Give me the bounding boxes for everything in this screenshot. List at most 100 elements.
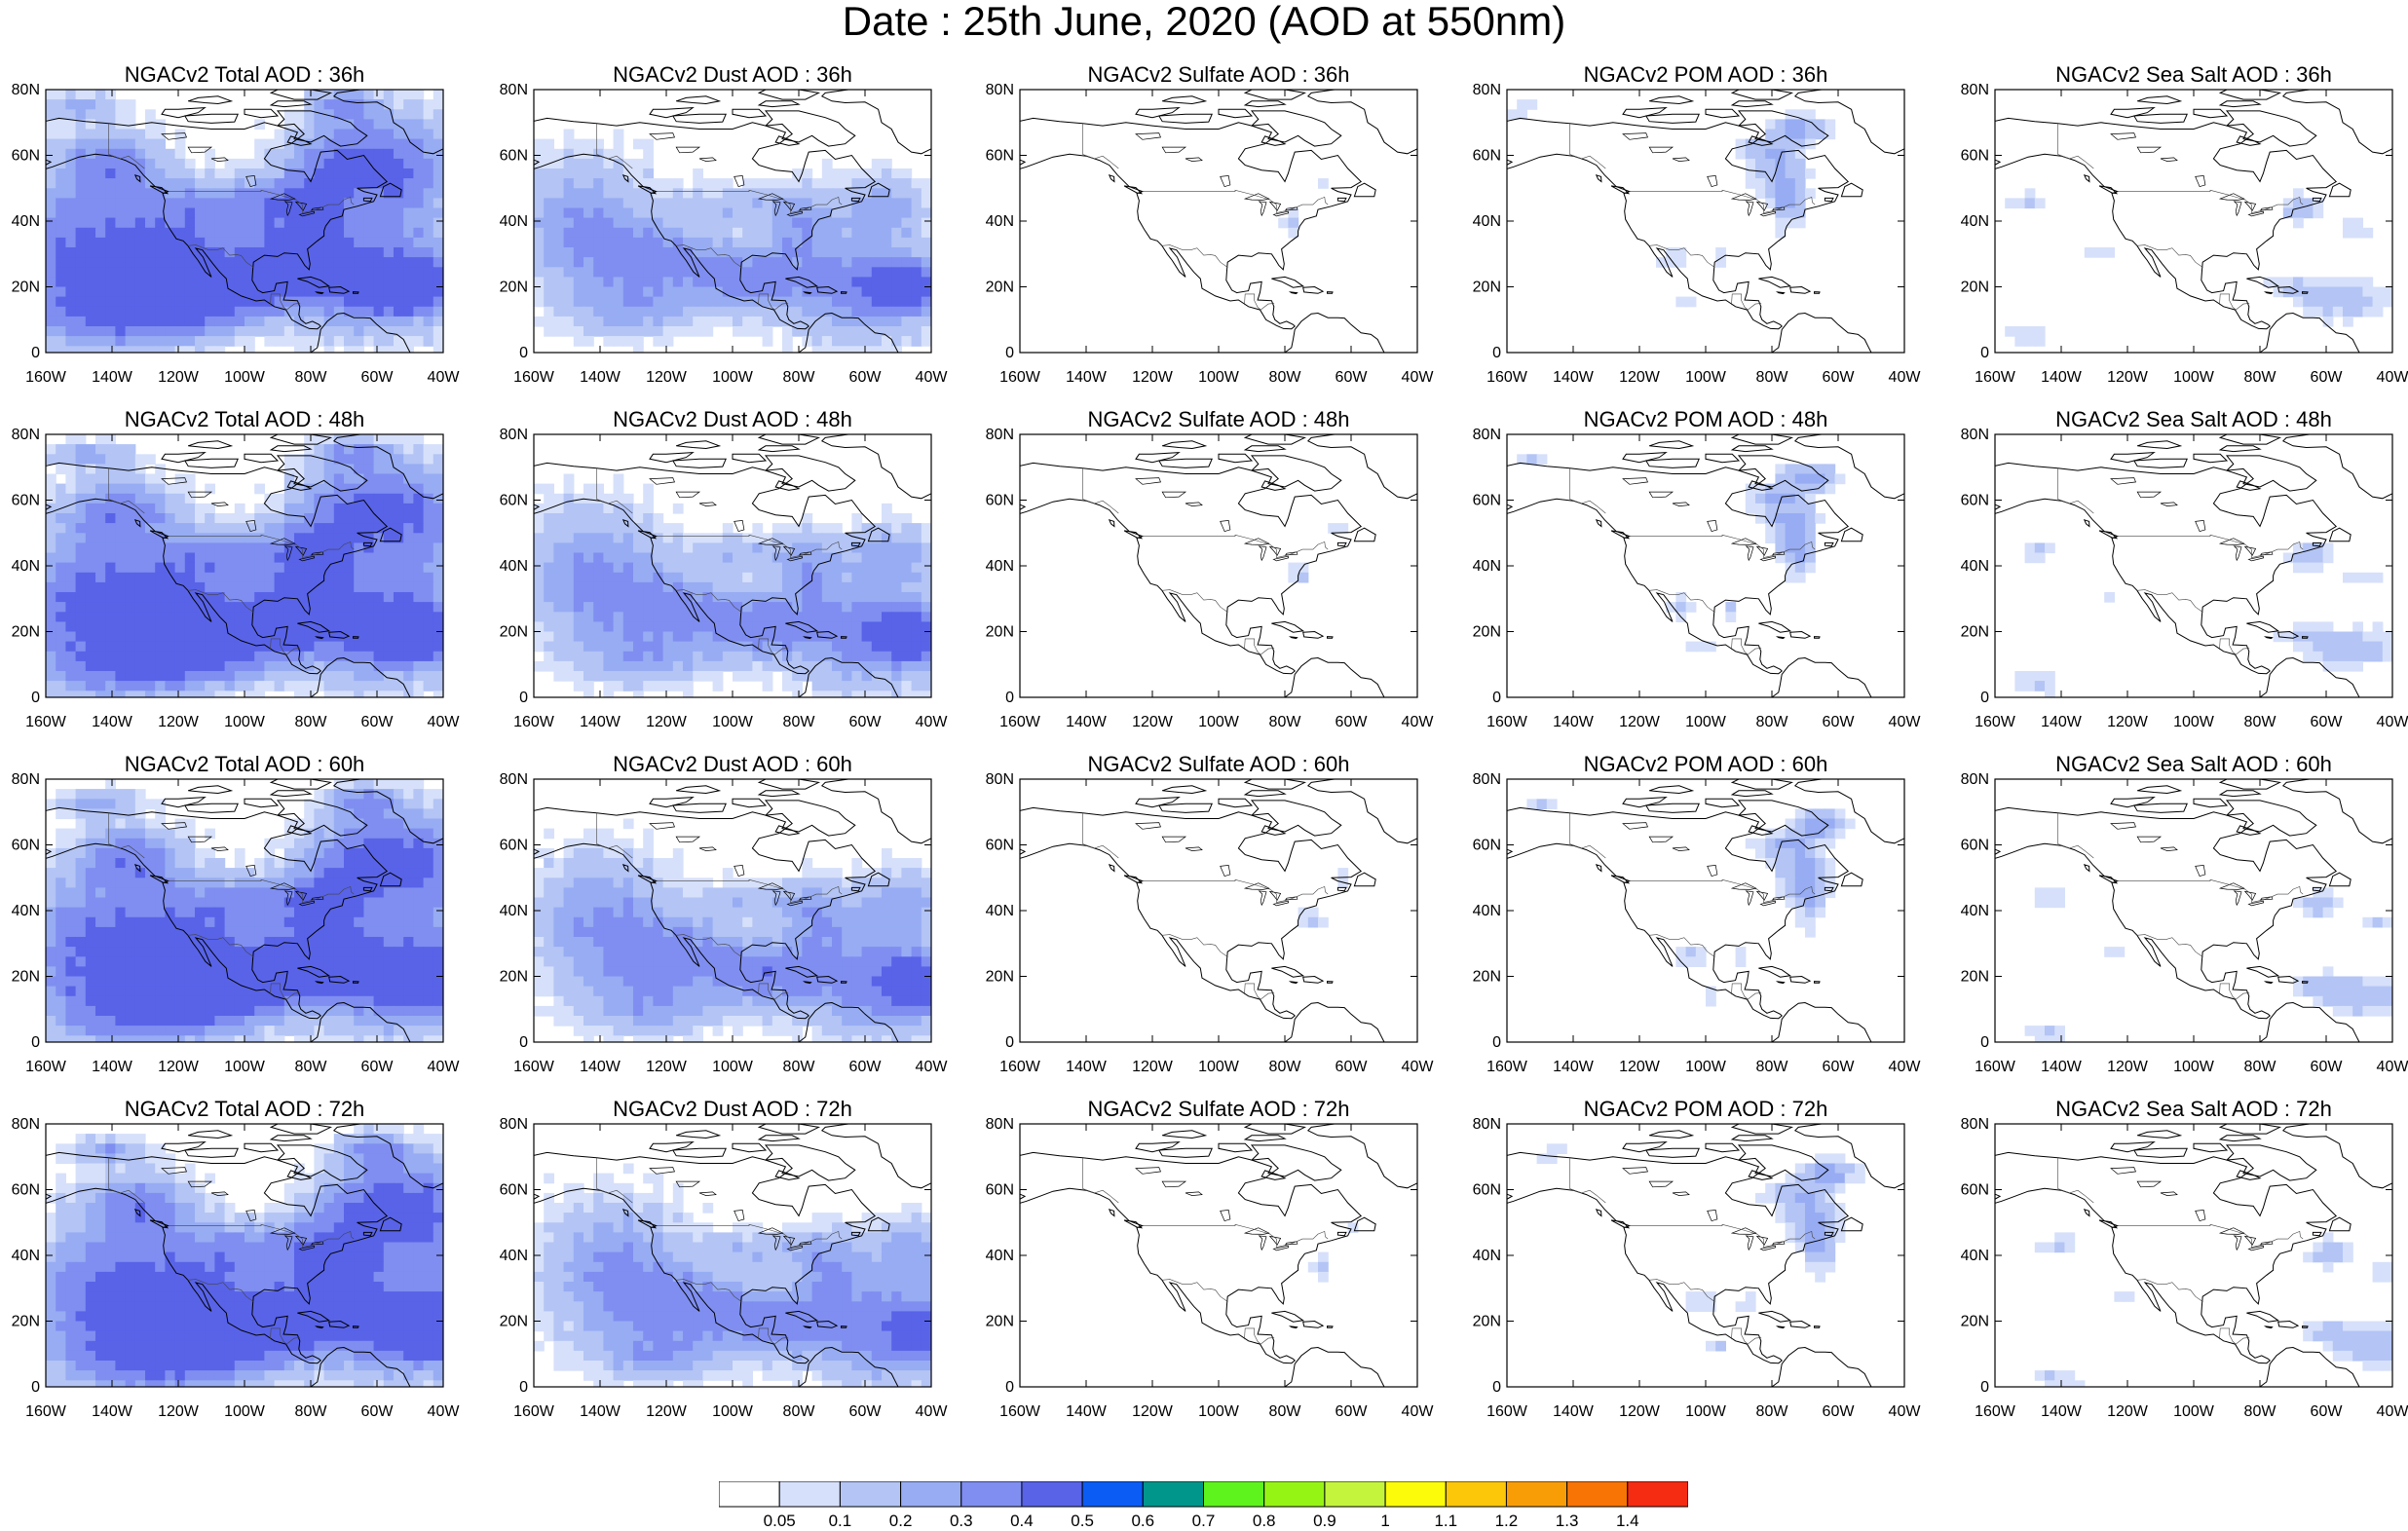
lon-tick-label: 160W xyxy=(1975,1403,2016,1420)
panel-title: NGACv2 Total AOD : 48h xyxy=(124,407,365,431)
coastlines xyxy=(534,434,931,697)
map-frame: 80N 60N 40N 20N 0 160W 140W 120W 100W 80W 60W 40W xyxy=(500,771,949,1075)
panel-title: NGACv2 Sea Salt AOD : 36h xyxy=(2055,62,2332,87)
map-frame: 80N 60N 40N 20N 0 160W 140W 120W 100W 80W 60W 40W xyxy=(12,1116,461,1420)
lat-tick-label: 0 xyxy=(1492,1034,1501,1051)
aod-field xyxy=(1020,779,1417,1042)
coastlines xyxy=(534,779,931,1042)
lon-tick-label: 100W xyxy=(2173,1059,2215,1075)
lat-tick-label: 60N xyxy=(1473,148,1501,165)
lat-tick-label: 60N xyxy=(500,838,528,854)
coastlines xyxy=(1995,779,2392,1042)
map-frame: 80N 60N 40N 20N 0 160W 140W 120W 100W 80W 60W 40W xyxy=(986,771,1435,1075)
lat-tick-label: 0 xyxy=(31,1379,40,1396)
lon-tick-label: 60W xyxy=(849,1059,883,1075)
coastlines xyxy=(534,90,931,353)
lat-tick-label: 20N xyxy=(1961,969,1989,986)
lat-tick-label: 40N xyxy=(1961,1248,1989,1264)
lon-tick-label: 140W xyxy=(2041,1059,2083,1075)
lon-tick-label: 160W xyxy=(513,1059,555,1075)
lat-tick-label: 60N xyxy=(500,493,528,509)
lon-tick-label: 120W xyxy=(2107,714,2149,730)
coastlines xyxy=(1020,779,1417,1042)
lat-tick-label: 40N xyxy=(986,558,1014,575)
lon-tick-label: 40W xyxy=(1889,714,1922,730)
lat-tick-label: 60N xyxy=(1961,1182,1989,1199)
coastlines xyxy=(1995,434,2392,697)
colorbar-swatch xyxy=(839,1481,902,1508)
aod-field xyxy=(46,90,443,353)
lat-tick-label: 40N xyxy=(500,558,528,575)
coastlines xyxy=(46,1124,443,1387)
lon-tick-label: 80W xyxy=(1756,1403,1789,1420)
lat-tick-label: 20N xyxy=(12,624,40,641)
lon-tick-label: 60W xyxy=(361,714,395,730)
lon-tick-label: 40W xyxy=(1889,369,1922,386)
aod-field xyxy=(1507,779,1904,1042)
lat-tick-label: 80N xyxy=(12,82,40,98)
lon-tick-label: 140W xyxy=(1553,369,1595,386)
map-panel: NGACv2 Sulfate AOD : 72h 80N 60N 40N 20N 0 160… xyxy=(981,1095,1456,1420)
lon-tick-label: 140W xyxy=(2041,714,2083,730)
lat-tick-label: 40N xyxy=(986,903,1014,919)
lon-tick-label: 60W xyxy=(361,369,395,386)
lon-tick-label: 100W xyxy=(224,1403,266,1420)
colorbar: 0.05 0.1 0.2 0.3 0.4 0.5 0.6 0.7 0.8 0.9 1 1.1 1.2 1.… xyxy=(719,1481,1688,1530)
lon-tick-label: 80W xyxy=(295,714,328,730)
lon-tick-label: 60W xyxy=(361,1059,395,1075)
lon-tick-label: 80W xyxy=(783,714,816,730)
aod-field xyxy=(46,779,443,1042)
colorbar-swatch xyxy=(1081,1481,1144,1508)
lon-tick-label: 60W xyxy=(2311,1403,2344,1420)
lon-tick-label: 140W xyxy=(580,1403,621,1420)
coastlines xyxy=(1020,90,1417,353)
lat-tick-label: 60N xyxy=(1961,148,1989,165)
lat-tick-label: 60N xyxy=(1473,493,1501,509)
lon-tick-label: 120W xyxy=(646,1403,688,1420)
lon-tick-label: 140W xyxy=(1553,1059,1595,1075)
lat-tick-label: 40N xyxy=(1961,903,1989,919)
lon-tick-label: 100W xyxy=(224,1059,266,1075)
lon-tick-label: 160W xyxy=(1486,369,1528,386)
lon-tick-label: 60W xyxy=(849,1403,883,1420)
lon-tick-label: 80W xyxy=(1269,1403,1302,1420)
map-frame: 80N 60N 40N 20N 0 160W 140W 120W 100W 80W 60W 40W xyxy=(1473,82,1922,386)
map-frame: 80N 60N 40N 20N 0 160W 140W 120W 100W 80W 60W 40W xyxy=(1473,771,1922,1075)
lon-tick-label: 120W xyxy=(1132,369,1174,386)
lat-tick-label: 80N xyxy=(1961,771,1989,788)
lon-tick-label: 160W xyxy=(1486,1403,1528,1420)
panel-title: NGACv2 POM AOD : 48h xyxy=(1583,407,1828,431)
lon-tick-label: 140W xyxy=(1553,714,1595,730)
map-panel: NGACv2 POM AOD : 60h 80N 60N 40N 20N 0 160W 140… xyxy=(1468,750,1943,1075)
colorbar-swatch xyxy=(960,1481,1023,1508)
colorbar-swatch xyxy=(1021,1481,1083,1508)
map-frame: 80N 60N 40N 20N 0 160W 140W 120W 100W 80W 60W 40W xyxy=(1473,1116,1922,1420)
lat-tick-label: 60N xyxy=(12,493,40,509)
coastlines xyxy=(1020,434,1417,697)
lon-tick-label: 160W xyxy=(25,369,67,386)
lat-tick-label: 0 xyxy=(1980,690,1989,706)
lat-tick-label: 60N xyxy=(986,148,1014,165)
lon-tick-label: 60W xyxy=(1336,1403,1369,1420)
lon-tick-label: 100W xyxy=(712,714,754,730)
colorbar-label: 0.05 xyxy=(764,1512,796,1530)
aod-field xyxy=(1507,434,1904,697)
lat-tick-label: 80N xyxy=(986,427,1014,443)
lat-tick-label: 40N xyxy=(986,213,1014,230)
lat-tick-label: 20N xyxy=(986,1314,1014,1330)
colorbar-label: 1.4 xyxy=(1616,1512,1639,1530)
lon-tick-label: 120W xyxy=(2107,1059,2149,1075)
lon-tick-label: 40W xyxy=(916,714,949,730)
map-panel: NGACv2 Sea Salt AOD : 48h 80N 60N 40N 20N 0 16… xyxy=(1956,405,2408,730)
lon-tick-label: 40W xyxy=(428,1403,461,1420)
lat-tick-label: 20N xyxy=(1961,624,1989,641)
lon-tick-label: 60W xyxy=(1336,369,1369,386)
lat-tick-label: 40N xyxy=(500,213,528,230)
lat-tick-label: 40N xyxy=(12,213,40,230)
figure-title: Date : 25th June, 2020 (AOD at 550nm) xyxy=(842,0,1566,44)
aod-field xyxy=(46,1124,443,1387)
colorbar-label: 0.9 xyxy=(1313,1512,1336,1530)
lon-tick-label: 100W xyxy=(2173,369,2215,386)
colorbar-label: 0.1 xyxy=(829,1512,852,1530)
panel-title: NGACv2 POM AOD : 72h xyxy=(1583,1097,1828,1121)
